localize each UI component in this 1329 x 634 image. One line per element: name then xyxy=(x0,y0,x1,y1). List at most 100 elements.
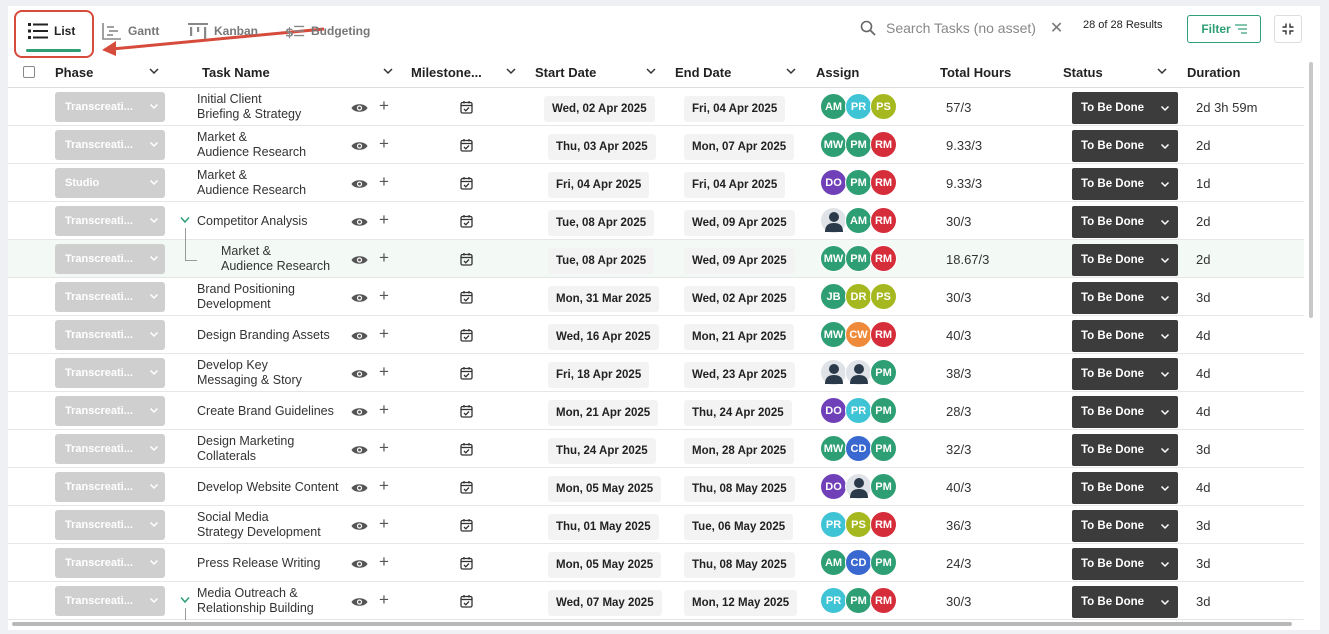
end-date[interactable]: Fri, 04 Apr 2025 xyxy=(684,172,786,198)
add-subtask-icon[interactable]: + xyxy=(379,134,389,153)
table-row[interactable]: Transcreati... Design Branding Assets + Wed… xyxy=(8,316,1304,354)
start-date[interactable]: Wed, 02 Apr 2025 xyxy=(544,96,655,122)
avatar[interactable]: DR xyxy=(845,283,872,310)
status-select[interactable]: To Be Done xyxy=(1072,168,1178,200)
milestone-calendar-icon[interactable] xyxy=(460,176,473,190)
status-select[interactable]: To Be Done xyxy=(1072,244,1178,276)
status-select[interactable]: To Be Done xyxy=(1072,358,1178,390)
eye-icon[interactable] xyxy=(351,481,368,493)
status-select[interactable]: To Be Done xyxy=(1072,282,1178,314)
avatar[interactable]: MW xyxy=(820,435,847,462)
header-assign[interactable]: Assign xyxy=(816,64,860,80)
header-total-hours[interactable]: Total Hours xyxy=(940,64,1012,80)
eye-icon[interactable] xyxy=(351,101,368,113)
eye-icon[interactable] xyxy=(351,595,368,607)
avatar[interactable]: DO xyxy=(820,169,847,196)
end-date[interactable]: Thu, 24 Apr 2025 xyxy=(684,400,792,426)
eye-icon[interactable] xyxy=(351,367,368,379)
add-subtask-icon[interactable]: + xyxy=(379,552,389,571)
avatar[interactable]: JB xyxy=(820,283,847,310)
add-subtask-icon[interactable]: + xyxy=(379,362,389,381)
add-subtask-icon[interactable]: + xyxy=(379,590,389,609)
avatar-placeholder-icon[interactable] xyxy=(820,359,847,386)
start-date[interactable]: Tue, 08 Apr 2025 xyxy=(548,248,655,274)
eye-icon[interactable] xyxy=(351,519,368,531)
chevron-down-icon[interactable] xyxy=(1156,65,1168,77)
milestone-calendar-icon[interactable] xyxy=(460,100,473,114)
table-row[interactable]: Transcreati... Create Brand Guidelines + Mo… xyxy=(8,392,1304,430)
expand-chevron-icon[interactable] xyxy=(180,216,190,224)
task-name[interactable]: Media Outreach & Relationship Building xyxy=(197,582,347,620)
phase-select[interactable]: Transcreati... xyxy=(55,130,165,160)
table-row[interactable]: Transcreati... Develop Key Messaging & Sto… xyxy=(8,354,1304,392)
avatar[interactable]: PM xyxy=(870,397,897,424)
status-select[interactable]: To Be Done xyxy=(1072,472,1178,504)
status-select[interactable]: To Be Done xyxy=(1072,92,1178,124)
phase-select[interactable]: Transcreati... xyxy=(55,206,165,236)
milestone-calendar-icon[interactable] xyxy=(460,214,473,228)
eye-icon[interactable] xyxy=(351,177,368,189)
add-subtask-icon[interactable]: + xyxy=(379,96,389,115)
start-date[interactable]: Mon, 05 May 2025 xyxy=(548,476,662,502)
phase-select[interactable]: Transcreati... xyxy=(55,320,165,350)
table-row[interactable]: Transcreati... Social Media Strategy Devel… xyxy=(8,506,1304,544)
header-start-date[interactable]: Start Date xyxy=(535,64,597,80)
table-row[interactable]: Transcreati... Competitor Analysis + Tue, 0… xyxy=(8,202,1304,240)
task-name[interactable]: Press Release Writing xyxy=(197,544,347,582)
header-duration[interactable]: Duration xyxy=(1187,64,1241,80)
end-date[interactable]: Mon, 07 Apr 2025 xyxy=(684,134,795,160)
add-subtask-icon[interactable]: + xyxy=(379,210,389,229)
task-name[interactable]: Develop Key Messaging & Story xyxy=(197,354,347,392)
task-name[interactable]: Social Media Strategy Development xyxy=(197,506,347,544)
avatar[interactable]: PM xyxy=(845,587,872,614)
task-name[interactable]: Design Branding Assets xyxy=(197,316,347,354)
add-subtask-icon[interactable]: + xyxy=(379,248,389,267)
start-date[interactable]: Fri, 04 Apr 2025 xyxy=(548,172,650,198)
search-input[interactable]: Search Tasks (no asset) xyxy=(886,20,1036,36)
end-date[interactable]: Mon, 28 Apr 2025 xyxy=(684,438,795,464)
avatar[interactable]: RM xyxy=(870,321,897,348)
table-row[interactable]: Transcreati... Media Outreach & Relationsh… xyxy=(8,582,1304,620)
header-milestone[interactable]: Milestone... xyxy=(411,64,482,80)
avatar[interactable]: PM xyxy=(845,131,872,158)
milestone-calendar-icon[interactable] xyxy=(460,366,473,380)
avatar[interactable]: CW xyxy=(845,321,872,348)
end-date[interactable]: Mon, 12 May 2025 xyxy=(684,590,798,616)
avatar-placeholder-icon[interactable] xyxy=(845,359,872,386)
chevron-down-icon[interactable] xyxy=(645,65,657,77)
status-select[interactable]: To Be Done xyxy=(1072,586,1178,618)
milestone-calendar-icon[interactable] xyxy=(460,290,473,304)
phase-select[interactable]: Transcreati... xyxy=(55,92,165,122)
table-row[interactable]: Transcreati... Market & Audience Research +… xyxy=(8,240,1304,278)
eye-icon[interactable] xyxy=(351,443,368,455)
avatar[interactable]: MW xyxy=(820,131,847,158)
avatar[interactable]: PS xyxy=(870,93,897,120)
status-select[interactable]: To Be Done xyxy=(1072,434,1178,466)
avatar[interactable]: RM xyxy=(870,131,897,158)
phase-select[interactable]: Transcreati... xyxy=(55,434,165,464)
avatar[interactable]: PM xyxy=(870,549,897,576)
start-date[interactable]: Thu, 03 Apr 2025 xyxy=(548,134,656,160)
table-row[interactable]: Transcreati... Brand Positioning Developme… xyxy=(8,278,1304,316)
start-date[interactable]: Mon, 31 Mar 2025 xyxy=(548,286,660,312)
task-name[interactable]: Design Marketing Collaterals xyxy=(197,430,347,468)
table-row[interactable]: Transcreati... Market & Audience Research +… xyxy=(8,126,1304,164)
header-end-date[interactable]: End Date xyxy=(675,64,732,80)
milestone-calendar-icon[interactable] xyxy=(460,556,473,570)
end-date[interactable]: Thu, 08 May 2025 xyxy=(684,552,795,578)
start-date[interactable]: Fri, 18 Apr 2025 xyxy=(548,362,650,388)
tab-kanban[interactable]: Kanban xyxy=(188,18,258,44)
avatar[interactable]: PM xyxy=(870,435,897,462)
status-select[interactable]: To Be Done xyxy=(1072,548,1178,580)
horizontal-scrollbar[interactable] xyxy=(12,622,1292,626)
status-select[interactable]: To Be Done xyxy=(1072,510,1178,542)
avatar[interactable]: PR xyxy=(845,93,872,120)
avatar[interactable]: RM xyxy=(870,245,897,272)
chevron-down-icon[interactable] xyxy=(382,65,394,77)
eye-icon[interactable] xyxy=(351,253,368,265)
tab-gantt[interactable]: Gantt xyxy=(102,18,159,44)
status-select[interactable]: To Be Done xyxy=(1072,206,1178,238)
table-row[interactable]: Transcreati... Design Marketing Collateral… xyxy=(8,430,1304,468)
task-name[interactable]: Create Brand Guidelines xyxy=(197,392,347,430)
avatar[interactable]: PS xyxy=(870,283,897,310)
